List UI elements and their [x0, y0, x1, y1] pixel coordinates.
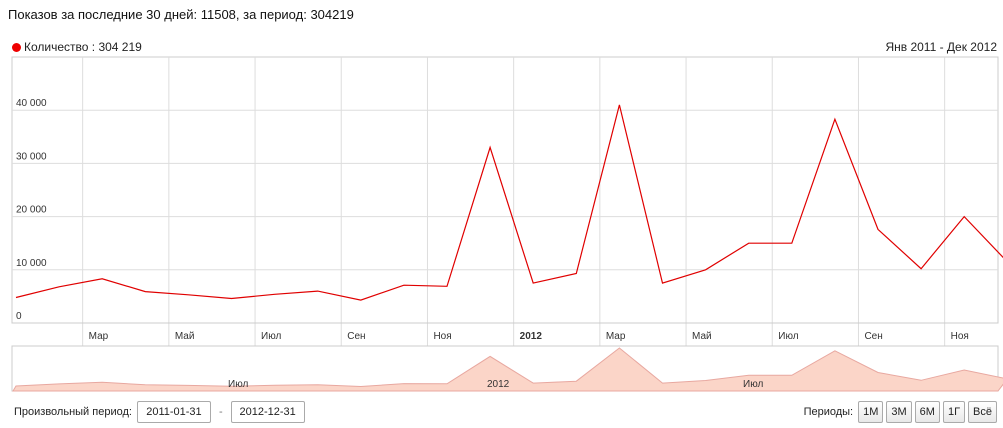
y-axis-ticks: 0 10 000 20 000 30 000 40 000 — [16, 98, 47, 322]
x-tick-label: Ноя — [951, 331, 969, 342]
x-tick-label: Мар — [606, 331, 626, 342]
data-point — [359, 298, 363, 302]
navigator: Июл 2012 Июл — [11, 345, 1003, 392]
custom-period-controls: Произвольный период: - — [14, 401, 305, 423]
date-range-label: Янв 2011 - Дек 2012 — [885, 40, 997, 54]
chart-series — [14, 103, 1003, 302]
stats-summary: Показов за последние 30 дней: 11508, за … — [8, 7, 354, 22]
y-tick-label: 10 000 — [16, 258, 47, 269]
data-point — [273, 292, 277, 296]
data-point — [876, 227, 880, 231]
series-line — [15, 104, 1003, 301]
x-tick-label: Ноя — [433, 331, 451, 342]
x-axis-ticks: Мар Май Июл Сен Ноя 2012 Мар Май Июл Сен Ноя — [89, 331, 969, 342]
line-chart[interactable]: 0 10 000 20 000 30 000 40 000 Мар Май Июл Сен Но… — [0, 0, 1003, 400]
data-point — [445, 284, 449, 288]
data-point — [531, 281, 535, 285]
x-tick-label: Июл — [778, 331, 798, 342]
chart-legend[interactable]: Количество : 304 219 — [12, 40, 142, 54]
period-6m-button[interactable]: 6М — [914, 401, 940, 423]
date-from-input[interactable] — [136, 401, 211, 423]
date-separator: - — [218, 406, 223, 418]
chart-grid — [11, 56, 999, 348]
navigator-label: Июл — [228, 379, 248, 390]
data-point — [661, 281, 665, 285]
custom-period-label: Произвольный период: — [14, 406, 132, 418]
navigator-label: 2012 — [487, 379, 510, 390]
x-tick-label: Июл — [261, 331, 281, 342]
date-to-input[interactable] — [230, 401, 305, 423]
period-3m-button[interactable]: 3М — [886, 401, 912, 423]
data-point — [962, 215, 966, 219]
data-point — [57, 285, 61, 289]
x-tick-label: Сен — [347, 331, 365, 342]
data-point — [143, 290, 147, 294]
periods-label: Периоды: — [803, 406, 854, 418]
data-point — [574, 272, 578, 276]
period-1m-button[interactable]: 1М — [858, 401, 884, 423]
plot-area — [11, 56, 999, 324]
data-point — [14, 295, 18, 299]
navigator-area — [12, 347, 1003, 392]
data-point — [402, 283, 406, 287]
data-point — [230, 297, 234, 301]
x-tick-label: Сен — [864, 331, 882, 342]
x-tick-label: Май — [692, 331, 712, 342]
data-point — [100, 277, 104, 281]
data-point — [488, 145, 492, 149]
data-point — [919, 267, 923, 271]
x-tick-label: Мар — [89, 331, 109, 342]
x-tick-label: Май — [175, 331, 195, 342]
data-point — [316, 289, 320, 293]
data-point — [747, 241, 751, 245]
legend-marker — [12, 42, 21, 52]
y-tick-label: 0 — [16, 311, 22, 322]
navigator-label: Июл — [743, 379, 763, 390]
data-point — [790, 241, 794, 245]
period-1y-button[interactable]: 1Г — [942, 401, 966, 423]
period-all-button[interactable]: Всё — [968, 401, 997, 423]
y-tick-label: 40 000 — [16, 98, 47, 109]
data-point — [704, 268, 708, 272]
y-tick-label: 20 000 — [16, 205, 47, 216]
x-tick-label: 2012 — [520, 331, 543, 342]
legend-label: Количество : 304 219 — [24, 40, 142, 54]
data-point — [617, 103, 621, 107]
period-buttons: Периоды: 1М 3М 6М 1Г Всё — [804, 401, 997, 423]
y-tick-label: 30 000 — [16, 151, 47, 162]
data-point — [833, 117, 837, 121]
data-point — [186, 293, 190, 297]
